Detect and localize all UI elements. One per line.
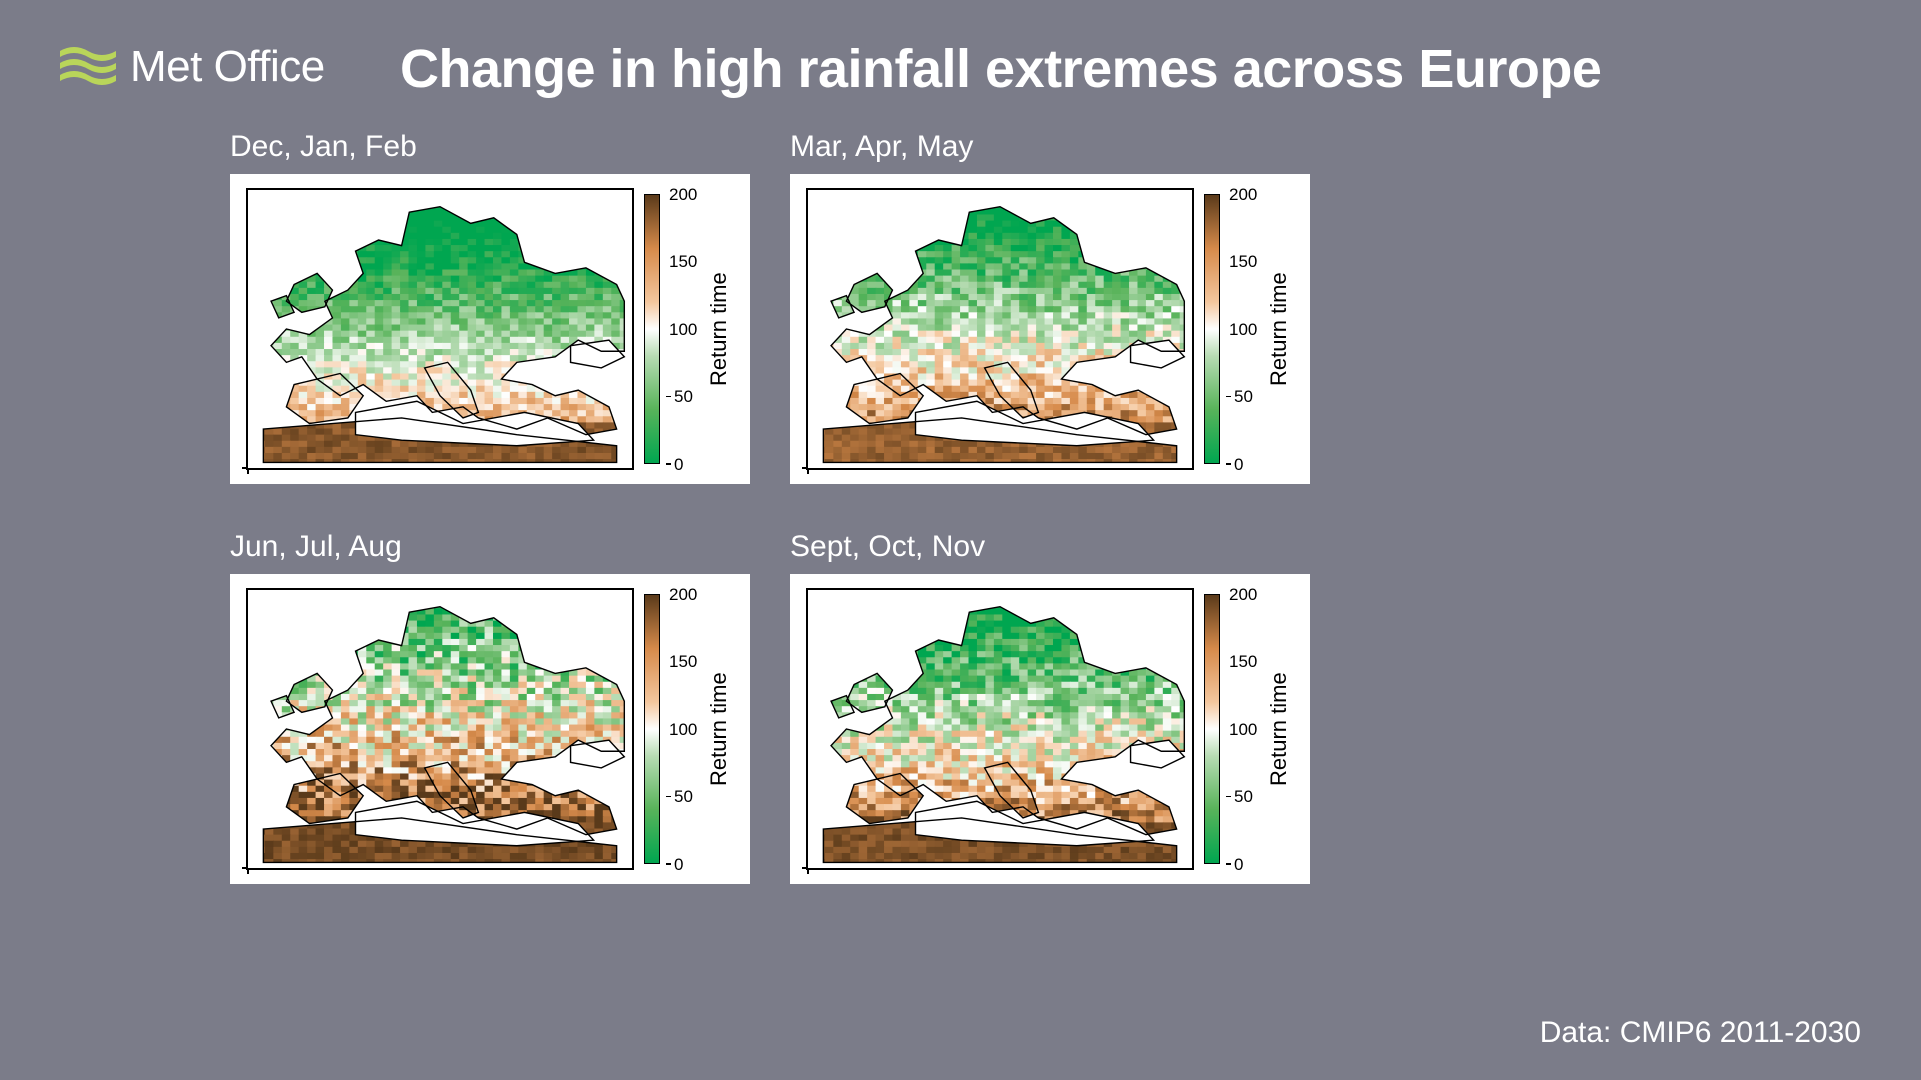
colorbar-gradient	[1204, 594, 1220, 864]
colorbar-ticks: 200 150 100 50 0	[666, 194, 696, 464]
panel-son: Sept, Oct, Nov 200 150 100 50 0 Return t…	[790, 530, 1310, 890]
page-title: Change in high rainfall extremes across …	[400, 38, 1601, 100]
map-chart	[806, 588, 1194, 870]
panel-label: Jun, Jul, Aug	[230, 530, 750, 564]
chart-grid: Dec, Jan, Feb 200 150 100 50 0 Return ti…	[230, 130, 1310, 890]
colorbar-axis-label: Return time	[702, 194, 734, 464]
colorbar-ticks: 200 150 100 50 0	[1226, 194, 1256, 464]
panel-label: Mar, Apr, May	[790, 130, 1310, 164]
cb-tick-label: 50	[1234, 788, 1253, 805]
colorbar-gradient	[644, 194, 660, 464]
panel-frame: 200 150 100 50 0 Return time	[230, 574, 750, 884]
cb-tick-label: 150	[669, 653, 697, 670]
brand-name: Met Office	[130, 42, 325, 92]
cb-tick-label: 200	[1229, 186, 1257, 203]
panel-frame: 200 150 100 50 0 Return time	[790, 174, 1310, 484]
cb-tick-label: 0	[1234, 856, 1243, 873]
colorbar: 200 150 100 50 0 Return time	[1204, 188, 1294, 470]
cb-tick-label: 150	[1229, 253, 1257, 270]
colorbar: 200 150 100 50 0 Return time	[1204, 588, 1294, 870]
panel-label: Dec, Jan, Feb	[230, 130, 750, 164]
panel-label: Sept, Oct, Nov	[790, 530, 1310, 564]
cb-tick-label: 50	[1234, 388, 1253, 405]
brand-logo: Met Office	[60, 42, 325, 92]
cb-tick-label: 50	[674, 788, 693, 805]
cb-tick-label: 150	[1229, 653, 1257, 670]
colorbar-gradient	[644, 594, 660, 864]
map-chart	[246, 188, 634, 470]
cb-tick-label: 100	[669, 721, 697, 738]
colorbar-ticks: 200 150 100 50 0	[666, 594, 696, 864]
map-chart	[806, 188, 1194, 470]
cb-tick-label: 200	[669, 186, 697, 203]
colorbar-gradient	[1204, 194, 1220, 464]
cb-tick-label: 100	[1229, 321, 1257, 338]
cb-tick-label: 200	[1229, 586, 1257, 603]
cb-tick-label: 100	[1229, 721, 1257, 738]
colorbar: 200 150 100 50 0 Return time	[644, 588, 734, 870]
panel-mam: Mar, Apr, May 200 150 100 50 0 Return ti…	[790, 130, 1310, 490]
panel-djf: Dec, Jan, Feb 200 150 100 50 0 Return ti…	[230, 130, 750, 490]
panel-frame: 200 150 100 50 0 Return time	[790, 574, 1310, 884]
cb-tick-label: 0	[1234, 456, 1243, 473]
panel-jja: Jun, Jul, Aug 200 150 100 50 0 Return ti…	[230, 530, 750, 890]
colorbar-axis-label: Return time	[1262, 194, 1294, 464]
map-chart	[246, 588, 634, 870]
cb-tick-label: 200	[669, 586, 697, 603]
logo-mark-icon	[60, 45, 116, 90]
cb-tick-label: 50	[674, 388, 693, 405]
cb-tick-label: 100	[669, 321, 697, 338]
data-source-note: Data: CMIP6 2011-2030	[1540, 1016, 1861, 1050]
colorbar-axis-label: Return time	[1262, 594, 1294, 864]
cb-tick-label: 0	[674, 856, 683, 873]
colorbar: 200 150 100 50 0 Return time	[644, 188, 734, 470]
colorbar-ticks: 200 150 100 50 0	[1226, 594, 1256, 864]
cb-tick-label: 150	[669, 253, 697, 270]
panel-frame: 200 150 100 50 0 Return time	[230, 174, 750, 484]
cb-tick-label: 0	[674, 456, 683, 473]
colorbar-axis-label: Return time	[702, 594, 734, 864]
